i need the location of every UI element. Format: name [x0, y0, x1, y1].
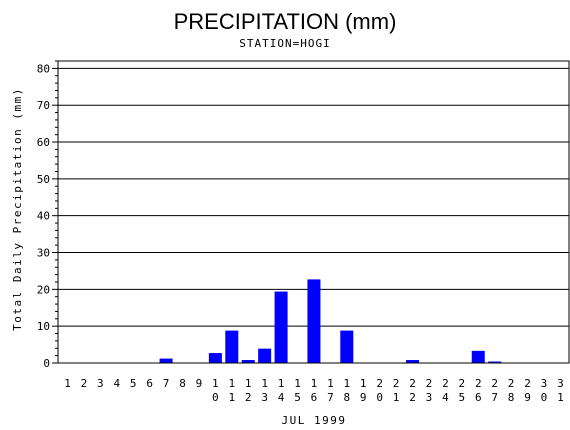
bar-day-11 [225, 330, 239, 363]
bar-day-27 [488, 361, 502, 363]
y-tick-label-20: 20 [37, 283, 50, 296]
chart-subtitle: STATION=HOGI [239, 37, 330, 50]
x-tick-label-5: 5 [130, 377, 137, 390]
bar-day-7 [159, 358, 173, 363]
y-tick-label-70: 70 [37, 99, 50, 112]
gridlines [58, 67, 569, 327]
y-tick-label-30: 30 [37, 247, 50, 260]
y-tick-label-80: 80 [37, 62, 50, 75]
y-tick-label-60: 60 [37, 136, 50, 149]
bar-day-13 [258, 348, 272, 363]
x-tick-label-9: 9 [196, 377, 203, 390]
y-tick-label-0: 0 [43, 357, 50, 370]
x-tick-label-6: 6 [146, 377, 153, 390]
x-tick-label-7: 7 [163, 377, 170, 390]
y-tick-label-10: 10 [37, 320, 50, 333]
x-tick-label-8: 8 [179, 377, 186, 390]
bar-day-12 [241, 360, 255, 363]
x-axis-ticks: 1 2 3 4 5 6 7 8 9 1 01 11 21 31 41 51 61 71 81 92 02 12 22 32 42… [64, 377, 564, 404]
y-tick-label-40: 40 [37, 210, 50, 223]
x-tick-label-1: 1 [64, 377, 71, 390]
y-axis-ticks: 0 10 20 30 40 50 60 70 80 [37, 60, 58, 370]
x-axis-label: JUL 1999 [282, 414, 347, 427]
chart-title: PRECIPITATION (mm) [174, 9, 397, 34]
plot-frame [57, 60, 570, 364]
bar-day-26 [471, 350, 485, 363]
y-axis-label: Total Daily Precipitation (mm) [11, 87, 24, 331]
x-tick-label-3: 3 [97, 377, 104, 390]
bars [159, 279, 502, 363]
bar-day-16 [307, 279, 321, 363]
x-tick-label-2: 2 [81, 377, 88, 390]
y-tick-label-50: 50 [37, 173, 50, 186]
bar-day-10 [208, 353, 222, 363]
bar-day-14 [274, 291, 288, 363]
x-tick-label-4: 4 [113, 377, 120, 390]
bar-day-18 [340, 330, 354, 363]
bar-day-22 [406, 360, 420, 363]
